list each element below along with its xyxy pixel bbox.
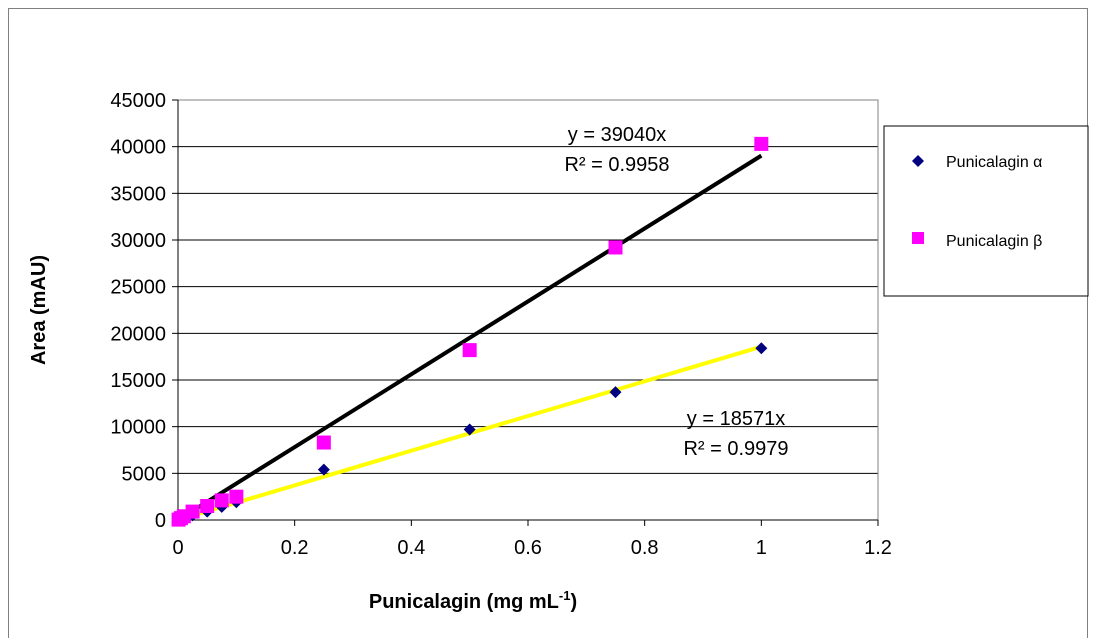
data-point-alpha: [609, 386, 622, 399]
x-axis-title: Punicalagin (mg mL-1): [369, 588, 577, 613]
data-point-beta: [185, 504, 200, 519]
trendlines: [176, 153, 763, 522]
y-tick-label: 5000: [122, 463, 167, 485]
legend-marker-beta: [912, 232, 924, 244]
y-tick-label: 35000: [110, 183, 166, 205]
x-tick-label: 0.2: [281, 537, 309, 559]
x-tick-label: 0.6: [514, 537, 542, 559]
data-point-beta: [754, 136, 769, 151]
legend: Punicalagin α Punicalagin β: [883, 125, 1089, 297]
y-tick-label: 25000: [110, 277, 166, 299]
x-axis-title-superscript: -1: [559, 588, 571, 603]
tick-labels: 0 5000 10000 15000 20000 25000 30000 35000 40000…: [110, 90, 892, 559]
legend-label-alpha: Punicalagin α: [946, 154, 1042, 171]
legend-marker-alpha: [912, 155, 924, 167]
data-point-alpha: [463, 423, 476, 436]
y-axis-title: Area (mAU): [28, 255, 50, 365]
y-tick-label: 20000: [110, 323, 166, 345]
data-point-beta: [316, 435, 331, 450]
trendline-equation-alpha: y = 18571x: [687, 408, 785, 430]
data-point-beta: [229, 489, 244, 504]
data-points: [171, 136, 769, 527]
data-point-beta: [200, 499, 215, 513]
trendline-r2-alpha: R² = 0.9979: [683, 438, 788, 460]
gridlines: [178, 146, 878, 474]
y-tick-label: 30000: [110, 230, 166, 252]
x-tick-label: 1: [756, 537, 767, 559]
x-tick-label: 0: [172, 537, 183, 559]
x-axis-title-end: ): [570, 591, 577, 613]
y-tick-label: 40000: [110, 137, 166, 159]
legend-label-beta: Punicalagin β: [946, 233, 1042, 250]
data-point-alpha: [317, 463, 330, 476]
axes: [172, 99, 879, 526]
data-point-beta: [462, 343, 477, 358]
x-tick-label: 0.4: [397, 537, 425, 559]
trendline-0: [176, 153, 763, 522]
x-tick-label: 0.8: [631, 537, 659, 559]
x-axis-title-main: Punicalagin (mg mL: [369, 591, 559, 613]
data-point-beta: [214, 493, 229, 508]
data-point-beta: [608, 240, 623, 255]
y-tick-label: 10000: [110, 417, 166, 439]
trendline-equation-beta: y = 39040x: [568, 124, 666, 146]
y-tick-label: 45000: [110, 90, 166, 112]
y-tick-label: 0: [155, 510, 166, 532]
data-point-alpha: [755, 342, 768, 355]
y-tick-label: 15000: [110, 370, 166, 392]
x-tick-label: 1.2: [864, 537, 892, 559]
legend-box: [883, 125, 1089, 297]
trendline-r2-beta: R² = 0.9958: [564, 154, 669, 176]
chart-frame: [8, 8, 1088, 638]
